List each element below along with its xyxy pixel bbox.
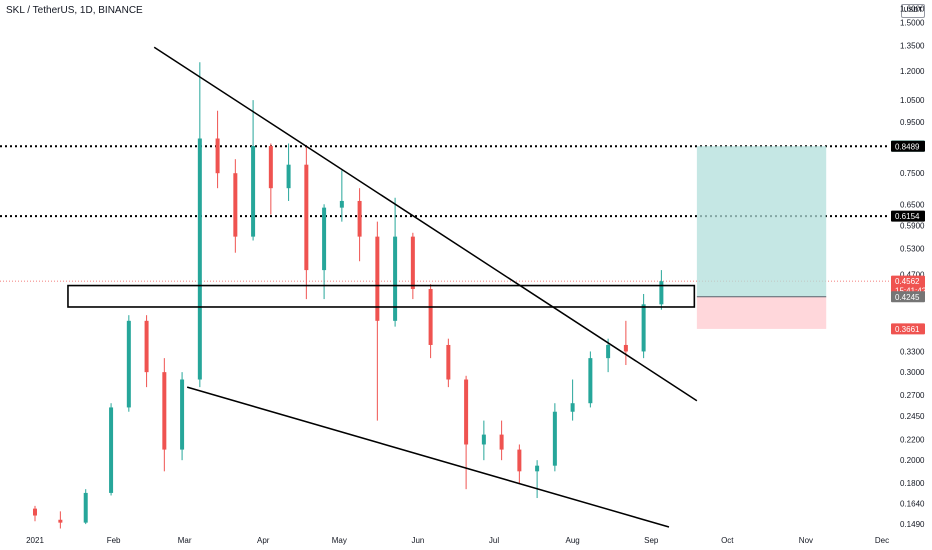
candle-body [58,519,63,523]
candle-body [499,434,504,450]
price-tick-label: 0.7500 [900,169,925,178]
price-tag-label: 0.4245 [895,293,920,302]
price-tag-label: 0.3661 [895,325,920,334]
price-tag [891,140,925,152]
candle-body [83,492,88,523]
price-tick-label: 0.9500 [900,118,925,127]
candle-body [180,379,185,450]
time-tick-label: Apr [257,536,270,545]
candle-body [109,407,114,493]
time-tick-label: Dec [875,536,889,545]
candle-body [552,411,557,466]
candle-body [286,164,291,189]
time-tick-label: Jun [411,536,424,545]
long-position-tool[interactable] [696,146,827,329]
time-tick-label: 2021 [26,536,44,545]
price-tick-label: 0.2000 [900,456,925,465]
time-tick-label: Jul [489,536,499,545]
candle-body [339,200,344,208]
candle-body [304,164,309,271]
price-tag-label: 0.8489 [895,142,920,151]
candle-body [357,200,362,237]
stop-zone[interactable] [696,296,827,329]
candle-body [215,138,220,174]
price-tick-label: 0.1640 [900,499,925,508]
price-tick-label: 0.1800 [900,479,925,488]
candle-body [606,344,611,359]
drawings[interactable] [67,46,698,528]
chart-title: SKL / TetherUS, 1D, BINANCE [6,5,143,16]
price-tick-label: 1.6000 [900,5,925,14]
candle-body [126,320,131,408]
candle-body [251,146,256,237]
time-tick-label: Nov [799,536,813,545]
candle-body [268,146,273,189]
price-tick-label: 0.4700 [900,271,925,280]
time-tick-label: May [332,536,347,545]
price-tag-label: 0.6154 [895,212,920,221]
price-tag [891,291,925,303]
price-axis[interactable]: 1.6000 1.5000 1.3500 1.2000 1.0500 0.9500 0.75… [900,5,925,529]
candle-body [428,288,433,345]
candle-body [33,508,37,516]
candles [33,62,664,529]
price-tick-label: 0.2700 [900,391,925,400]
price-tick-label: 0.5900 [900,221,925,230]
price-tick-label: 1.0500 [900,96,925,105]
currency-badge[interactable]: USDT [901,4,925,18]
price-tag [891,323,925,335]
candle-body [233,173,238,237]
time-tick-label: Aug [565,536,579,545]
candle-body [162,372,167,450]
price-tag [891,275,925,296]
time-tick-label: Sep [644,536,659,545]
candle-body [570,403,575,412]
price-tag-countdown: 15:41:42 [895,287,927,296]
support-box[interactable] [67,284,696,308]
candle-body [410,236,415,289]
price-tick-label: 0.2450 [900,412,925,421]
target-zone[interactable] [696,146,827,297]
price-tick-label: 0.3000 [900,368,925,377]
candle-body [535,465,540,472]
price-tick-label: 1.2000 [900,67,925,76]
price-tick-label: 0.6500 [900,200,925,209]
price-tag [891,210,925,222]
price-tags: 0.84950.84890.61540.456215:41:420.42450.… [891,140,927,335]
time-axis[interactable]: 2021 Feb Mar Apr May Jun Jul Aug Sep Oct Nov Dec [26,536,889,545]
time-tick-label: Mar [178,536,192,545]
time-tick-label: Feb [107,536,121,545]
time-tick-label: Oct [721,536,734,545]
price-tick-label: 0.5300 [900,245,925,254]
candle-body [641,304,646,352]
price-tick-label: 1.5000 [900,19,925,28]
candle-body [197,138,202,380]
price-tick-label: 0.3300 [900,347,925,356]
price-tick-label: 1.3500 [900,42,925,51]
candle-body [464,379,469,445]
candle-body [375,236,380,321]
price-tick-label: 0.1490 [900,520,925,529]
price-tick-label: 0.2200 [900,435,925,444]
candle-body [588,358,593,404]
candle-body [144,320,149,373]
candle-body [623,344,628,352]
lower-trendline[interactable] [186,386,670,528]
candle-body [517,449,522,472]
upper-trendline[interactable] [153,46,698,402]
candle-body [393,236,398,321]
candle-body [659,281,664,305]
candle-body [322,207,327,271]
price-tag-label: 0.4562 [895,277,920,286]
candle-body [446,344,451,380]
candle-body [481,434,486,445]
